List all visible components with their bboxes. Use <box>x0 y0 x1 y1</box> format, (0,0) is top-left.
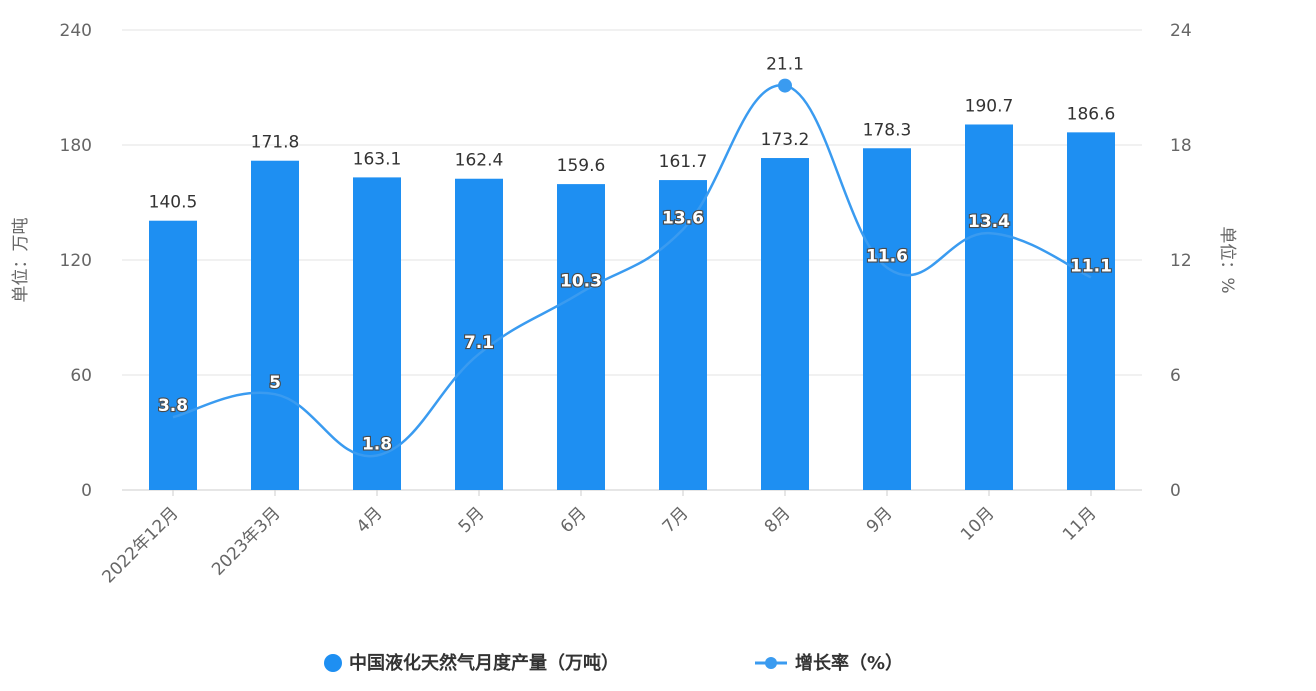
line-labels: 3.8 5 1.8 7.1 10.3 13.6 21.1 11.6 13.4 11.1 <box>157 55 1113 456</box>
bar-labels: 140.5 171.8 163.1 162.4 159.6 161.7 173.2 178.3… <box>149 96 1116 212</box>
x-tick-label: 2023年3月 <box>208 503 284 579</box>
legend-bar-marker <box>324 654 342 672</box>
legend-item-bar[interactable]: 中国液化天然气月度产量（万吨） <box>324 652 619 674</box>
bar <box>659 180 707 490</box>
growth-rate-line <box>172 84 1092 458</box>
line-value-label: 5 <box>269 373 281 393</box>
x-tick-label: 2022年12月 <box>98 503 182 587</box>
legend-bar-label: 中国液化天然气月度产量（万吨） <box>349 652 619 674</box>
line-series <box>172 78 1092 458</box>
line-value-label: 13.6 <box>662 208 704 228</box>
x-tick-label: 7月 <box>659 503 693 537</box>
left-tick-label: 0 <box>81 481 92 501</box>
legend-line-label: 增长率（%） <box>795 652 903 674</box>
line-value-label: 21.1 <box>766 55 804 75</box>
bar-value-label: 159.6 <box>557 156 606 176</box>
line-value-label: 10.3 <box>560 272 602 292</box>
bar-value-label: 171.8 <box>251 133 300 153</box>
x-tick-label: 4月 <box>353 503 387 537</box>
x-tick-label: 10月 <box>957 503 998 544</box>
left-tick-label: 120 <box>60 251 92 271</box>
right-axis-title: 单位：% <box>1217 226 1237 293</box>
bar-value-label: 190.7 <box>965 96 1014 116</box>
axis-ticks: 0 60 120 180 240 0 6 12 18 24 <box>60 21 1192 501</box>
legend-item-line[interactable]: 增长率（%） <box>755 652 903 674</box>
x-axis-labels: 2022年12月 2023年3月 4月 5月 6月 7月 8月 9月 10月 11月 <box>98 503 1100 587</box>
bar-value-label: 186.6 <box>1067 104 1116 124</box>
left-tick-label: 240 <box>60 21 92 41</box>
x-tick-label: 8月 <box>761 503 795 537</box>
bar <box>149 220 197 491</box>
bar-value-label: 178.3 <box>863 120 912 140</box>
bar <box>761 158 809 491</box>
bar-value-label: 162.4 <box>455 151 504 171</box>
bar <box>863 148 911 490</box>
legend: 中国液化天然气月度产量（万吨） 增长率（%） <box>324 652 903 674</box>
right-tick-label: 6 <box>1170 366 1181 386</box>
bar-value-label: 140.5 <box>149 193 198 213</box>
bar-value-label: 173.2 <box>761 130 810 150</box>
right-tick-label: 24 <box>1170 21 1192 41</box>
bar <box>1067 132 1115 490</box>
bar-value-label: 163.1 <box>353 149 402 169</box>
bar-value-label: 161.7 <box>659 152 708 172</box>
bar <box>965 124 1013 490</box>
right-tick-label: 0 <box>1170 481 1181 501</box>
line-value-label: 3.8 <box>158 396 188 416</box>
growth-rate-peak-point <box>778 78 792 93</box>
bar <box>455 178 503 490</box>
x-tick-label: 11月 <box>1059 503 1100 544</box>
bar <box>353 177 401 490</box>
line-value-label: 13.4 <box>968 212 1010 232</box>
x-tick-label: 9月 <box>863 503 897 537</box>
x-tick-label: 6月 <box>557 503 591 537</box>
right-tick-label: 18 <box>1170 136 1192 156</box>
left-tick-label: 60 <box>70 366 92 386</box>
line-value-label: 7.1 <box>464 333 494 353</box>
right-tick-label: 12 <box>1170 251 1192 271</box>
left-axis-title: 单位：万吨 <box>11 218 31 303</box>
left-tick-label: 180 <box>60 136 92 156</box>
bar <box>251 160 299 490</box>
bar-series <box>149 124 1115 491</box>
legend-line-marker-dot <box>765 657 777 669</box>
line-value-label: 11.6 <box>866 247 908 267</box>
line-value-label: 11.1 <box>1070 256 1112 276</box>
x-tick-label: 5月 <box>455 503 489 537</box>
bar <box>557 184 605 490</box>
line-value-label: 1.8 <box>362 435 392 455</box>
